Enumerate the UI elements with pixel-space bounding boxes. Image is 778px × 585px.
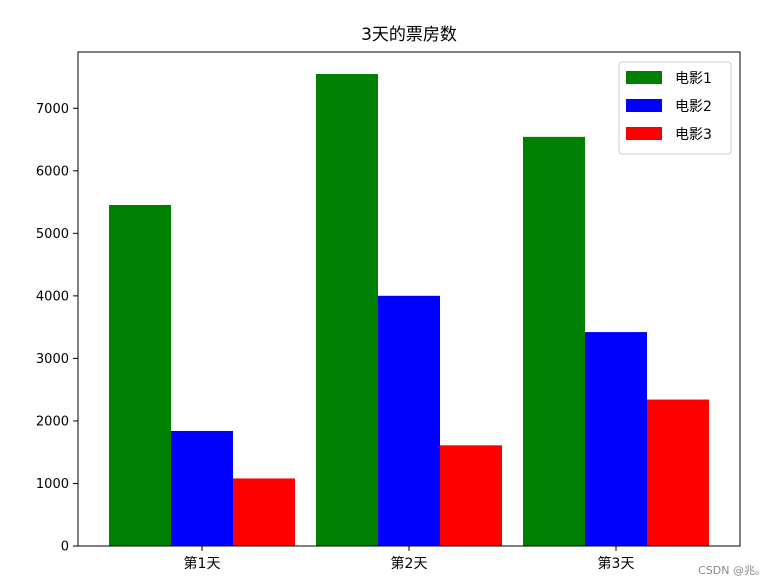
legend-label-1: 电影1 bbox=[675, 71, 712, 87]
bar-series2-cat3 bbox=[585, 332, 647, 546]
y-tick-label-6: 6000 bbox=[36, 164, 69, 179]
bar-series1-cat3 bbox=[523, 136, 585, 547]
x-tick-label-2: 第3天 bbox=[598, 555, 635, 572]
y-tick-label-1: 1000 bbox=[36, 477, 69, 492]
axes-layer: 0 1000 2000 3000 4000 5000 6000 7000 第1天 第2天 第3天 bbox=[36, 51, 741, 572]
y-tick-label-5: 5000 bbox=[36, 227, 69, 242]
watermark: CSDN @兆。 bbox=[698, 564, 766, 577]
bar-series3-cat3 bbox=[647, 399, 709, 546]
legend: 电影1 电影2 电影3 bbox=[618, 61, 732, 155]
x-tick-label-1: 第2天 bbox=[391, 555, 428, 572]
x-tick-label-0: 第1天 bbox=[184, 555, 221, 572]
y-tick-label-7: 7000 bbox=[36, 102, 69, 117]
bar-series2-cat1 bbox=[171, 430, 233, 546]
legend-label-2: 电影2 bbox=[675, 99, 712, 115]
bar-series1-cat2 bbox=[316, 74, 378, 546]
bar-series3-cat2 bbox=[440, 445, 502, 546]
bar-series3-cat1 bbox=[233, 478, 295, 546]
y-tick-label-3: 3000 bbox=[36, 352, 69, 367]
y-tick-label-4: 4000 bbox=[36, 289, 69, 304]
legend-swatch-2 bbox=[626, 99, 662, 112]
y-tick-label-2: 2000 bbox=[36, 414, 69, 429]
legend-label-3: 电影3 bbox=[675, 127, 712, 143]
legend-swatch-1 bbox=[626, 71, 662, 84]
bar-series1-cat1 bbox=[109, 205, 171, 546]
legend-swatch-3 bbox=[626, 127, 662, 140]
chart-title: 3天的票房数 bbox=[361, 25, 457, 45]
bars-layer bbox=[109, 74, 709, 547]
y-tick-label-0: 0 bbox=[61, 540, 69, 555]
bar-series2-cat2 bbox=[378, 295, 440, 546]
